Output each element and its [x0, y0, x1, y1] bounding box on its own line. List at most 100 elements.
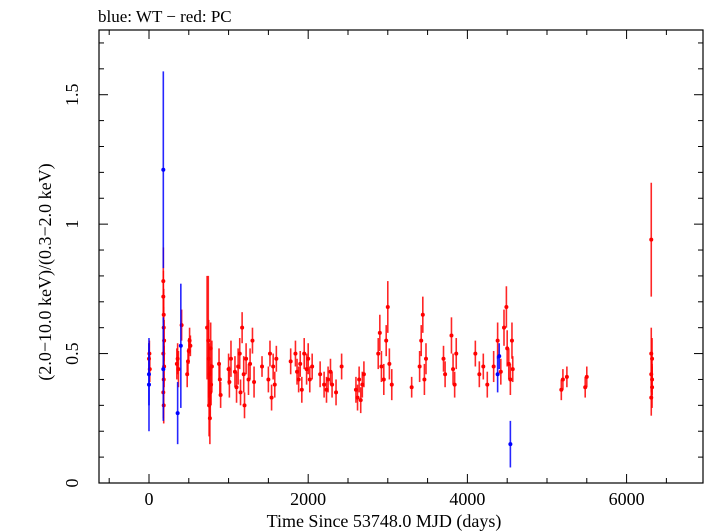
data-point [175, 411, 180, 416]
data-point [508, 442, 513, 447]
data-point [357, 377, 362, 382]
data-point [649, 395, 654, 400]
y-tick-labels: 0 0.5 1 1.5 [62, 83, 82, 487]
data-point [322, 382, 327, 387]
data-point [307, 377, 312, 382]
data-point [441, 356, 446, 361]
data-point [178, 343, 183, 348]
data-point [381, 377, 386, 382]
data-point [355, 395, 360, 400]
y-tick-label: 1.5 [62, 83, 82, 106]
data-point [422, 377, 427, 382]
data-point [454, 351, 459, 356]
data-point [244, 356, 249, 361]
data-point [209, 364, 214, 369]
data-point [504, 304, 509, 309]
data-point [237, 351, 242, 356]
data-point [443, 372, 448, 377]
data-point [452, 382, 457, 387]
data-point [502, 325, 507, 330]
data-point [417, 364, 422, 369]
x-axis-title: Time Since 53748.0 MJD (days) [267, 511, 502, 532]
x-tick-label: 6000 [609, 489, 645, 509]
series-pc [146, 182, 655, 445]
data-point [250, 338, 255, 343]
data-point [161, 367, 166, 372]
y-tick-label: 1 [62, 220, 82, 229]
data-point [274, 356, 279, 361]
data-point [217, 377, 222, 382]
data-point [495, 338, 500, 343]
data-point [267, 351, 272, 356]
data-point [299, 387, 304, 392]
data-point [218, 392, 223, 397]
data-point [298, 361, 303, 366]
data-point [477, 372, 482, 377]
x-tick-label: 0 [144, 489, 153, 509]
data-point [358, 398, 363, 403]
data-point [227, 380, 232, 385]
data-point [272, 382, 277, 387]
data-point [385, 304, 390, 309]
data-point [306, 356, 311, 361]
data-point [260, 364, 265, 369]
data-point [491, 364, 496, 369]
data-point [451, 367, 456, 372]
data-point [649, 237, 654, 242]
y-tick-label: 0 [62, 479, 82, 488]
data-point [310, 364, 315, 369]
data-point [176, 367, 181, 372]
data-point [334, 390, 339, 395]
data-point [509, 338, 514, 343]
data-point [495, 372, 500, 377]
data-point [650, 377, 655, 382]
data-point [387, 361, 392, 366]
data-point [361, 372, 366, 377]
data-point [326, 377, 331, 382]
y-tick-label: 0.5 [62, 342, 82, 365]
x-tick-label: 2000 [290, 489, 326, 509]
data-point [234, 385, 239, 390]
data-point [241, 372, 246, 377]
data-point [497, 354, 502, 359]
data-point [419, 338, 424, 343]
data-point [409, 385, 414, 390]
y-axis-title: (2.0−10.0 keV)/(0.3−2.0 keV) [35, 163, 56, 380]
data-point [266, 377, 271, 382]
data-point [379, 364, 384, 369]
data-point [146, 372, 151, 377]
data-point [481, 364, 486, 369]
data-point [330, 382, 335, 387]
data-point [293, 351, 298, 356]
data-point [510, 367, 515, 372]
data-point [339, 364, 344, 369]
data-point [498, 369, 503, 374]
chart-title: blue: WT − red: PC [98, 7, 232, 26]
data-points [146, 71, 655, 468]
data-point [240, 325, 245, 330]
x-tick-label: 4000 [449, 489, 485, 509]
data-point [564, 374, 569, 379]
data-point [271, 364, 276, 369]
data-point [560, 377, 565, 382]
data-point [584, 374, 589, 379]
series-wt [146, 71, 513, 468]
data-point [228, 356, 233, 361]
data-point [389, 382, 394, 387]
data-point [473, 351, 478, 356]
data-point [288, 359, 293, 364]
data-point [377, 330, 382, 335]
plot-frame [98, 29, 704, 484]
axis-ticks [99, 30, 703, 484]
data-point [485, 382, 490, 387]
data-point [185, 359, 190, 364]
data-point [252, 380, 257, 385]
data-point [207, 416, 212, 421]
data-point [302, 351, 307, 356]
data-point [296, 377, 301, 382]
data-point [188, 343, 193, 348]
data-point [423, 356, 428, 361]
data-point [269, 395, 274, 400]
data-point [318, 372, 323, 377]
